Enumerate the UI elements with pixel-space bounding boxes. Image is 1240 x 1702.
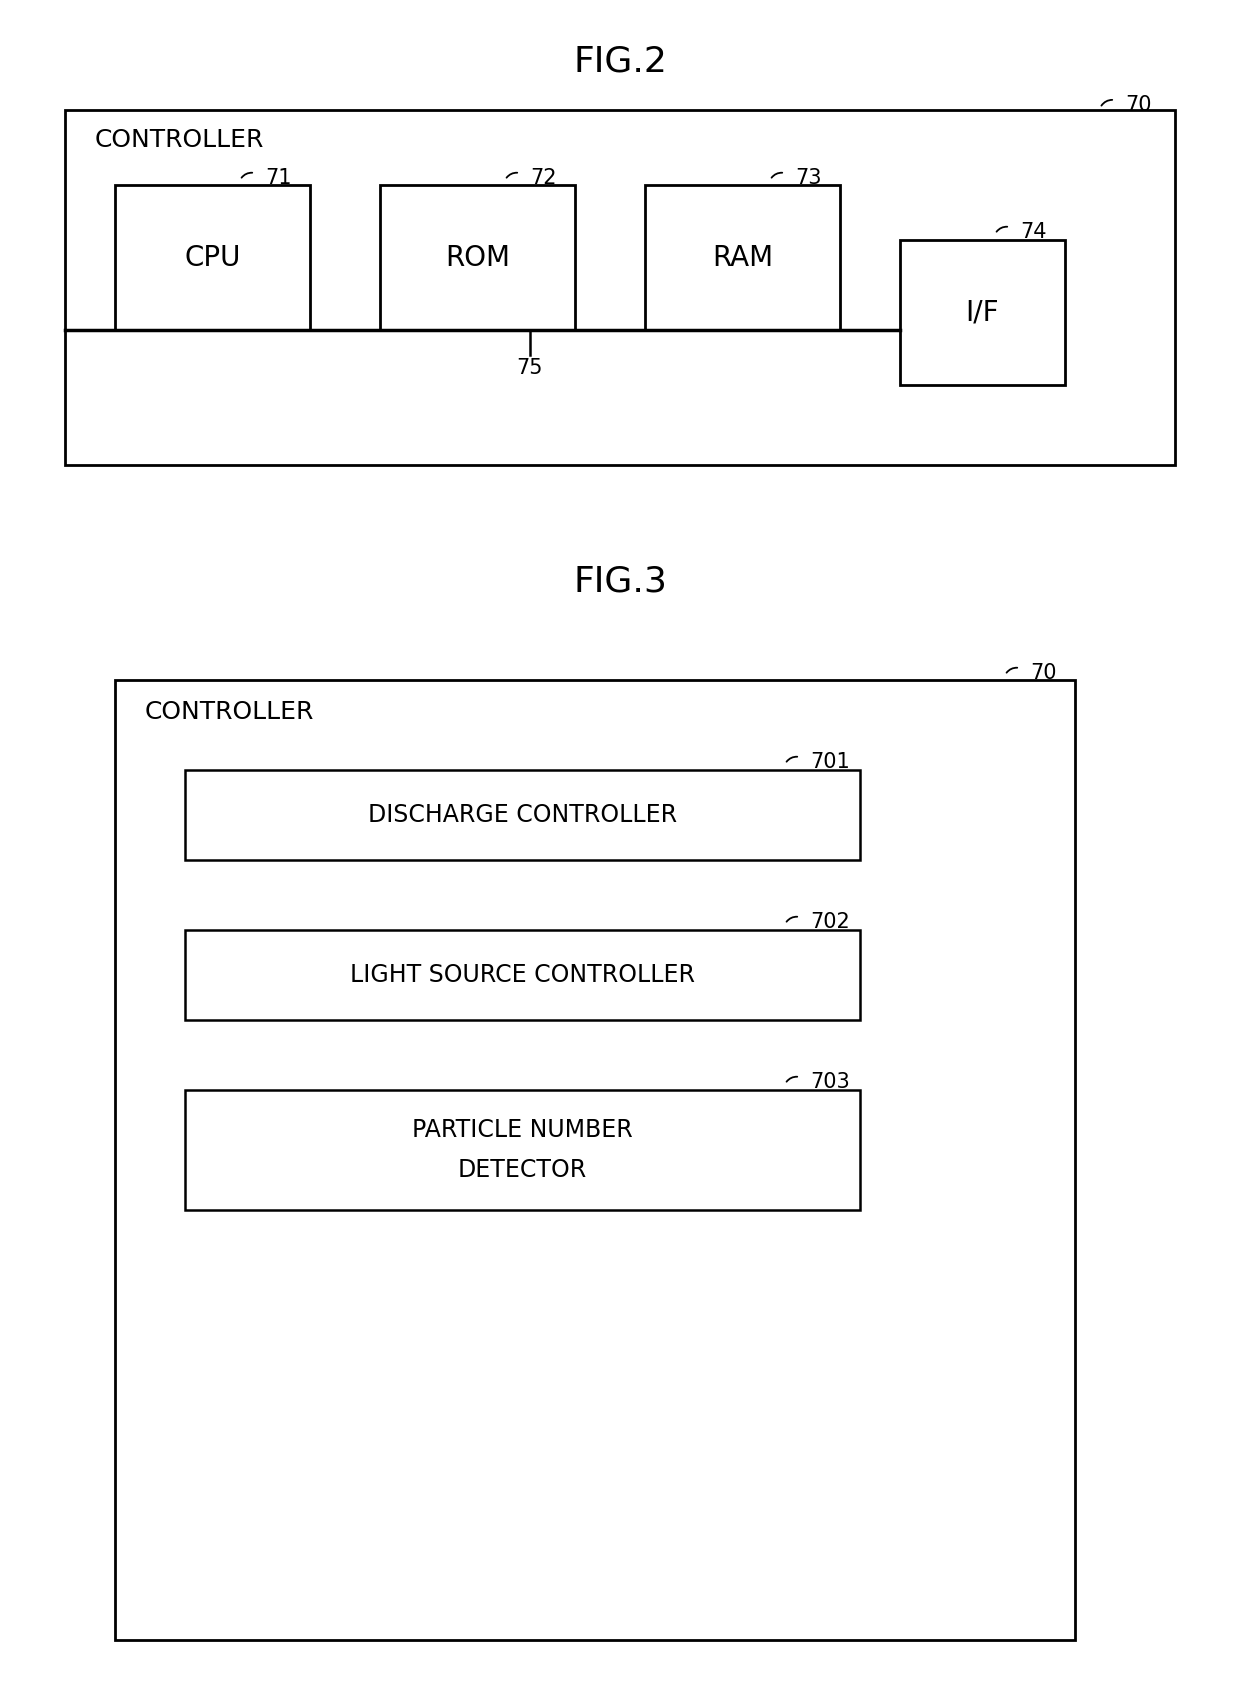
Bar (185, 1089, 861, 1210)
Bar (645, 186, 839, 330)
Text: FIG.3: FIG.3 (573, 565, 667, 599)
Text: 70: 70 (1030, 664, 1056, 683)
Bar (185, 929, 861, 1019)
Text: 703: 703 (810, 1072, 849, 1093)
Bar (900, 240, 1065, 385)
Text: 71: 71 (265, 168, 291, 187)
Text: CPU: CPU (185, 243, 241, 272)
Text: I/F: I/F (966, 298, 999, 327)
Bar (64, 111, 1176, 465)
Bar (379, 186, 575, 330)
Text: RAM: RAM (712, 243, 773, 272)
Text: 701: 701 (810, 752, 849, 773)
Bar (115, 186, 310, 330)
Text: LIGHT SOURCE CONTROLLER: LIGHT SOURCE CONTROLLER (350, 963, 694, 987)
Text: 74: 74 (1021, 221, 1047, 242)
Text: 702: 702 (810, 912, 849, 933)
Text: DISCHARGE CONTROLLER: DISCHARGE CONTROLLER (368, 803, 677, 827)
Bar (185, 769, 861, 860)
Text: 73: 73 (795, 168, 821, 187)
Text: ROM: ROM (445, 243, 510, 272)
Text: CONTROLLER: CONTROLLER (95, 128, 264, 151)
Text: CONTROLLER: CONTROLLER (145, 700, 315, 723)
Text: FIG.2: FIG.2 (573, 44, 667, 78)
Text: PARTICLE NUMBER
DETECTOR: PARTICLE NUMBER DETECTOR (412, 1118, 632, 1181)
Text: 75: 75 (517, 357, 543, 378)
Text: 70: 70 (1125, 95, 1152, 116)
Text: 72: 72 (529, 168, 557, 187)
Bar (115, 681, 1075, 1641)
